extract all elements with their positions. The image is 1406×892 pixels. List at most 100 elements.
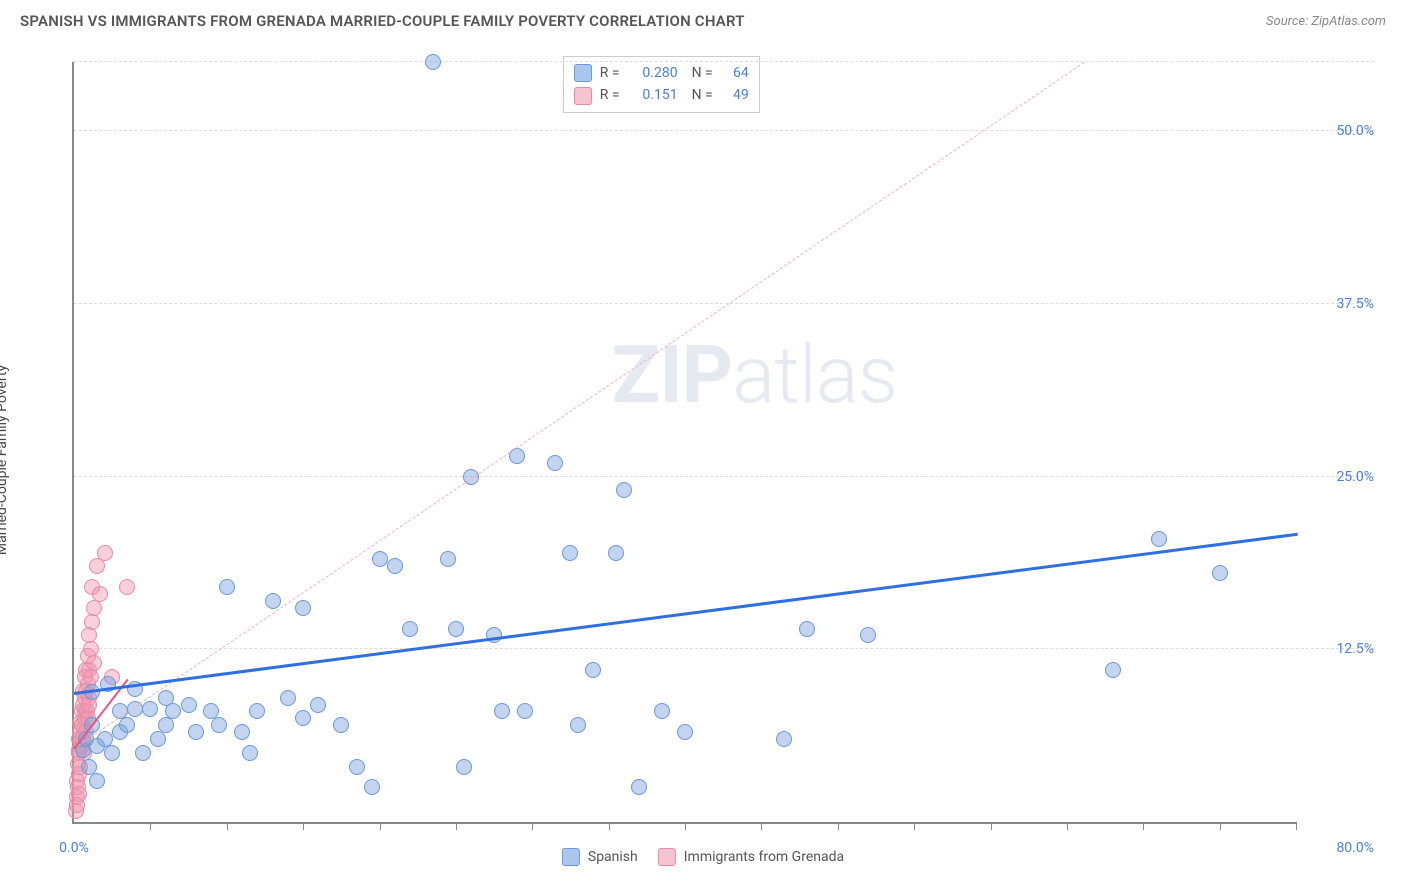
x-tick bbox=[532, 822, 533, 830]
legend-label: Spanish bbox=[588, 849, 638, 865]
data-point bbox=[631, 779, 647, 795]
x-tick bbox=[609, 822, 610, 830]
x-tick bbox=[227, 822, 228, 830]
data-point bbox=[364, 779, 380, 795]
data-point bbox=[104, 745, 120, 761]
watermark: ZIPatlas bbox=[612, 328, 898, 422]
trend-line bbox=[74, 62, 1084, 749]
source-label: Source: ZipAtlas.com bbox=[1266, 14, 1386, 29]
data-point bbox=[119, 579, 135, 595]
r-value: 0.151 bbox=[628, 84, 678, 106]
series-legend: Spanish Immigrants from Grenada bbox=[562, 848, 844, 866]
n-value: 49 bbox=[721, 84, 749, 106]
data-point bbox=[387, 558, 403, 574]
data-point bbox=[92, 586, 108, 602]
x-tick bbox=[685, 822, 686, 830]
data-point bbox=[860, 627, 876, 643]
x-origin-label: 0.0% bbox=[59, 840, 89, 856]
data-point bbox=[150, 731, 166, 747]
chart-container: Married-Couple Family Poverty ZIPatlas R… bbox=[20, 48, 1386, 872]
data-point bbox=[677, 724, 693, 740]
data-point bbox=[440, 551, 456, 567]
legend-swatch bbox=[574, 64, 592, 82]
data-point bbox=[84, 614, 100, 630]
data-point bbox=[456, 759, 472, 775]
data-point bbox=[135, 745, 151, 761]
data-point bbox=[448, 621, 464, 637]
data-point bbox=[142, 701, 158, 717]
chart-title: SPANISH VS IMMIGRANTS FROM GRENADA MARRI… bbox=[20, 12, 745, 30]
legend-label: Immigrants from Grenada bbox=[684, 849, 844, 865]
legend-row: R =0.280N =64 bbox=[574, 62, 749, 84]
data-point bbox=[349, 759, 365, 775]
data-point bbox=[333, 717, 349, 733]
gridline bbox=[74, 303, 1374, 304]
x-tick bbox=[1220, 822, 1221, 830]
watermark-atlas: atlas bbox=[732, 328, 897, 422]
data-point bbox=[310, 697, 326, 713]
x-tick bbox=[914, 822, 915, 830]
data-point bbox=[1212, 565, 1228, 581]
data-point bbox=[295, 710, 311, 726]
data-point bbox=[799, 621, 815, 637]
plot-area: ZIPatlas R =0.280N =64R =0.151N =49 0.0%… bbox=[72, 62, 1296, 824]
data-point bbox=[86, 600, 102, 616]
data-point bbox=[265, 593, 281, 609]
data-point bbox=[86, 655, 102, 671]
data-point bbox=[119, 717, 135, 733]
data-point bbox=[562, 545, 578, 561]
data-point bbox=[1151, 531, 1167, 547]
legend-swatch bbox=[658, 848, 676, 866]
data-point bbox=[570, 717, 586, 733]
data-point bbox=[242, 745, 258, 761]
x-tick bbox=[1296, 822, 1297, 830]
data-point bbox=[158, 717, 174, 733]
data-point bbox=[165, 703, 181, 719]
r-value: 0.280 bbox=[628, 62, 678, 84]
data-point bbox=[295, 600, 311, 616]
data-point bbox=[181, 697, 197, 713]
data-point bbox=[83, 669, 99, 685]
y-tick-label: 12.5% bbox=[1314, 641, 1374, 657]
data-point bbox=[280, 690, 296, 706]
data-point bbox=[517, 703, 533, 719]
y-axis-title: Married-Couple Family Poverty bbox=[0, 365, 10, 555]
data-point bbox=[69, 797, 85, 813]
x-tick bbox=[838, 822, 839, 830]
data-point bbox=[188, 724, 204, 740]
gridline bbox=[74, 61, 1374, 62]
data-point bbox=[547, 455, 563, 471]
n-value: 64 bbox=[721, 62, 749, 84]
r-label: R = bbox=[600, 62, 620, 84]
y-tick-label: 25.0% bbox=[1314, 469, 1374, 485]
data-point bbox=[654, 703, 670, 719]
gridline bbox=[74, 648, 1374, 649]
legend-row: R = 0.151 N = 49 bbox=[574, 84, 749, 106]
y-tick-label: 50.0% bbox=[1314, 123, 1374, 139]
data-point bbox=[402, 621, 418, 637]
data-point bbox=[608, 545, 624, 561]
gridline bbox=[74, 130, 1374, 131]
x-tick bbox=[303, 822, 304, 830]
x-tick bbox=[761, 822, 762, 830]
x-tick bbox=[456, 822, 457, 830]
data-point bbox=[372, 551, 388, 567]
data-point bbox=[616, 482, 632, 498]
data-point bbox=[1105, 662, 1121, 678]
legend-item: Spanish bbox=[562, 848, 638, 866]
gridline bbox=[74, 476, 1374, 477]
data-point bbox=[425, 54, 441, 70]
data-point bbox=[97, 545, 113, 561]
r-label: R = bbox=[600, 84, 620, 106]
data-point bbox=[211, 717, 227, 733]
data-point bbox=[776, 731, 792, 747]
x-tick bbox=[1143, 822, 1144, 830]
y-tick-label: 37.5% bbox=[1314, 296, 1374, 312]
data-point bbox=[89, 558, 105, 574]
correlation-legend: R = 0.280 N = 64R = 0.151 N = 49 bbox=[563, 56, 760, 113]
data-point bbox=[494, 703, 510, 719]
legend-swatch bbox=[562, 848, 580, 866]
legend-item: Immigrants from Grenada bbox=[658, 848, 844, 866]
n-label: N = bbox=[692, 84, 713, 106]
data-point bbox=[219, 579, 235, 595]
